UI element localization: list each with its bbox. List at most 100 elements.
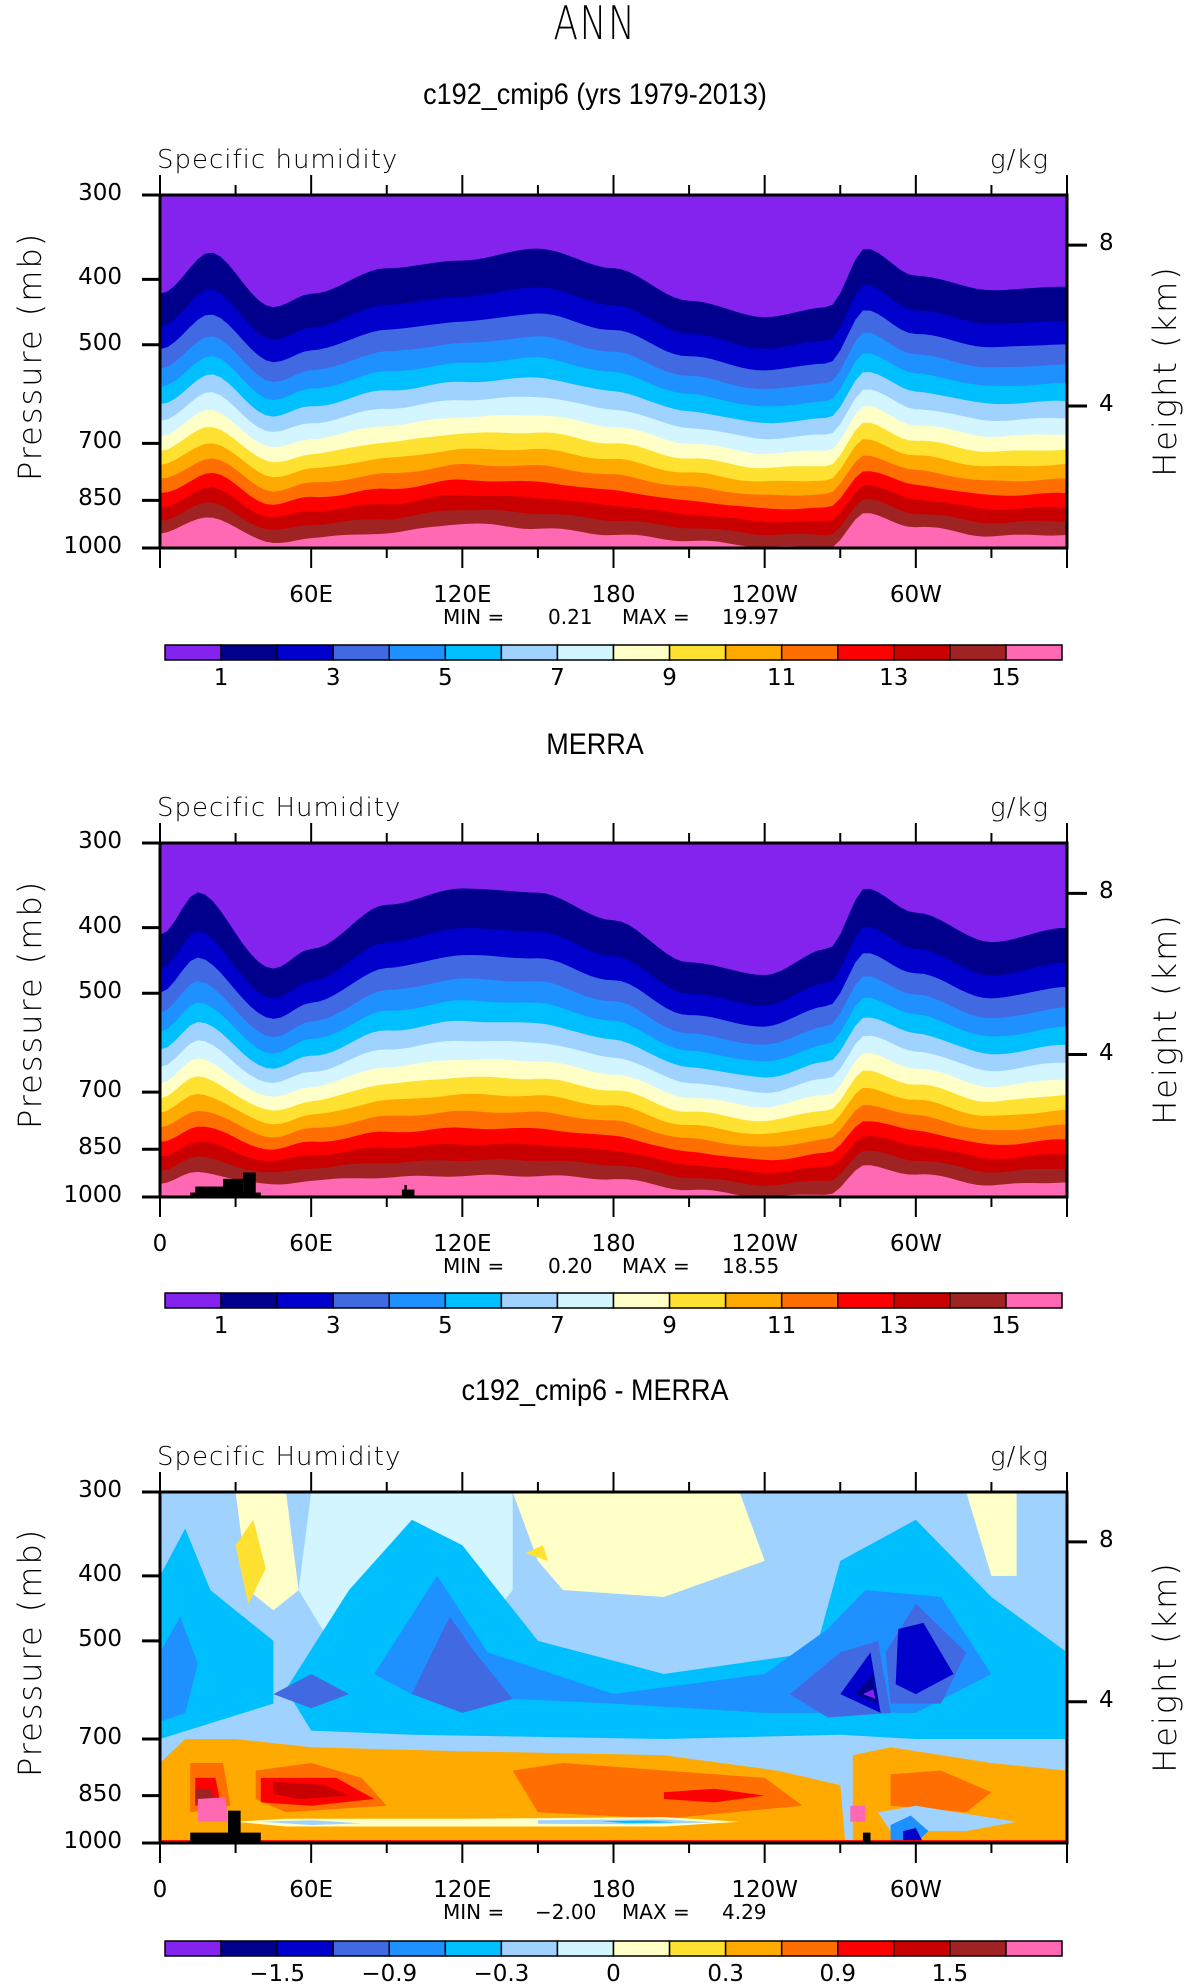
colorbar-box bbox=[893, 1940, 951, 1957]
units-label: g/kg bbox=[990, 145, 1050, 175]
colorbar-box bbox=[724, 1940, 783, 1957]
difference-region bbox=[197, 1797, 228, 1822]
band-level-4 bbox=[160, 332, 1067, 548]
band-level-15 bbox=[160, 513, 1067, 548]
band-level-13 bbox=[160, 485, 1067, 548]
x-tick-label: 60W bbox=[889, 1231, 942, 1257]
difference-region bbox=[855, 1674, 878, 1704]
colorbar-box bbox=[164, 644, 222, 661]
y-tick-label: 400 bbox=[78, 1560, 122, 1587]
colorbar-box bbox=[388, 1292, 447, 1309]
difference-region bbox=[160, 1739, 846, 1843]
min-value: −2.00 bbox=[535, 1900, 597, 1924]
colorbar-box bbox=[556, 644, 615, 661]
difference-region bbox=[840, 1652, 881, 1713]
x-tick-label: 120E bbox=[433, 582, 492, 608]
colorbar-label: 11 bbox=[767, 1313, 797, 1339]
max-value: 4.29 bbox=[722, 1900, 767, 1924]
x-tick-label: 120W bbox=[731, 1231, 798, 1257]
colorbar-label: 11 bbox=[767, 665, 797, 691]
difference-region bbox=[878, 1805, 1017, 1832]
band-level-3 bbox=[160, 310, 1067, 548]
y2-tick-label: 4 bbox=[1099, 1039, 1114, 1066]
difference-region bbox=[286, 1519, 1067, 1739]
colorbar-box bbox=[780, 1940, 839, 1957]
x-tick-label: 120W bbox=[731, 582, 798, 608]
difference-region bbox=[862, 1689, 876, 1699]
colorbar-label: 0 bbox=[606, 1961, 621, 1987]
x-tick-label: 60W bbox=[889, 582, 942, 608]
variable-label: Specific Humidity bbox=[157, 793, 402, 823]
units-label: g/kg bbox=[990, 793, 1050, 823]
colorbar-box bbox=[220, 1292, 278, 1309]
y2-axis-title: Height (km) bbox=[1146, 1560, 1184, 1773]
colorbar-box bbox=[1005, 1940, 1063, 1957]
panel-title: c192_cmip6 - MERRA bbox=[461, 1374, 729, 1407]
colorbar-box bbox=[500, 644, 559, 661]
difference-region bbox=[273, 1674, 349, 1709]
band-level-5 bbox=[160, 353, 1067, 548]
difference-region bbox=[374, 1575, 992, 1713]
y-tick-label: 850 bbox=[78, 485, 122, 512]
colorbar-box bbox=[837, 1292, 895, 1309]
plot-frame bbox=[158, 1490, 1069, 1845]
colorbar-box bbox=[612, 644, 671, 661]
colorbar-box bbox=[668, 1940, 727, 1957]
colorbar-box bbox=[444, 1292, 503, 1309]
difference-region bbox=[273, 1781, 349, 1799]
colorbar-label: 0.3 bbox=[707, 1961, 744, 1987]
colorbar-label: 15 bbox=[991, 1313, 1021, 1339]
colorbar-label: 1 bbox=[213, 1313, 229, 1339]
missing-data-block bbox=[404, 1184, 407, 1197]
colorbar-label: 5 bbox=[437, 665, 453, 691]
y-tick-label: 850 bbox=[78, 1134, 122, 1161]
y-axis-title: Pressure (mb) bbox=[11, 1527, 49, 1777]
units-label: g/kg bbox=[990, 1442, 1050, 1472]
band-level-0 bbox=[160, 843, 1067, 1197]
x-tick-label: 180 bbox=[591, 582, 636, 608]
band-level-12 bbox=[160, 471, 1067, 548]
missing-data-block bbox=[195, 1186, 236, 1197]
colorbar-box bbox=[949, 1940, 1007, 1957]
colorbar-box bbox=[276, 1940, 334, 1957]
variable-label: Specific Humidity bbox=[157, 1442, 402, 1472]
band-level-14 bbox=[160, 499, 1067, 548]
max-value: 19.97 bbox=[722, 605, 780, 629]
band-level-8 bbox=[160, 1053, 1067, 1197]
band-level-10 bbox=[160, 1087, 1067, 1197]
colorbar-label: 13 bbox=[879, 665, 909, 691]
colorbar-label: 7 bbox=[550, 1313, 565, 1339]
colorbar-box bbox=[388, 1940, 447, 1957]
difference-region bbox=[195, 1777, 221, 1806]
difference-region bbox=[852, 1747, 1067, 1843]
colorbar-box bbox=[332, 1940, 390, 1957]
colorbar-box bbox=[837, 1940, 895, 1957]
y-tick-label: 700 bbox=[78, 1077, 122, 1104]
colorbar-label: 3 bbox=[325, 665, 341, 691]
y2-tick-label: 4 bbox=[1099, 1686, 1114, 1713]
band-level-9 bbox=[160, 422, 1067, 548]
difference-region bbox=[255, 1763, 387, 1813]
difference-region bbox=[160, 1528, 274, 1739]
difference-region bbox=[298, 1492, 513, 1653]
band-level-14 bbox=[160, 1150, 1067, 1197]
colorbar-label: −0.3 bbox=[473, 1961, 530, 1987]
y-tick-label: 300 bbox=[78, 180, 122, 206]
band-level-2 bbox=[160, 285, 1067, 548]
y-tick-label: 500 bbox=[78, 978, 122, 1005]
panel-title: MERRA bbox=[546, 728, 644, 761]
x-tick-label: 60E bbox=[289, 1877, 334, 1903]
y2-axis-title: Height (km) bbox=[1146, 913, 1184, 1125]
y2-axis-title: Height (km) bbox=[1146, 264, 1184, 477]
colorbar-label: −1.5 bbox=[249, 1961, 306, 1987]
missing-data-block bbox=[190, 1832, 261, 1843]
colorbar-box bbox=[556, 1292, 615, 1309]
plot-frame bbox=[158, 841, 1069, 1199]
colorbar-box bbox=[500, 1292, 559, 1309]
max-value: 18.55 bbox=[722, 1254, 780, 1278]
y-tick-label: 300 bbox=[78, 1477, 122, 1503]
y2-tick-label: 8 bbox=[1099, 230, 1114, 257]
band-level-5 bbox=[160, 997, 1067, 1197]
difference-region bbox=[895, 1622, 954, 1695]
min-label: MIN = bbox=[443, 605, 505, 629]
